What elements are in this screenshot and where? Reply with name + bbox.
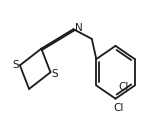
- Text: Cl: Cl: [113, 103, 124, 113]
- Text: N: N: [75, 23, 83, 33]
- Text: Cl: Cl: [118, 82, 129, 92]
- Text: S: S: [13, 60, 19, 70]
- Text: S: S: [51, 69, 58, 79]
